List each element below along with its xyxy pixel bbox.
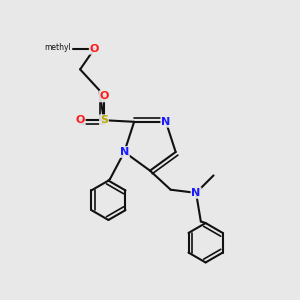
Text: O: O	[90, 44, 99, 54]
Text: O: O	[75, 115, 85, 125]
Text: N: N	[161, 117, 170, 127]
Text: S: S	[100, 115, 108, 125]
Text: N: N	[191, 188, 201, 198]
Text: N: N	[120, 147, 129, 157]
Text: methyl: methyl	[44, 43, 71, 52]
Text: O: O	[99, 92, 109, 101]
